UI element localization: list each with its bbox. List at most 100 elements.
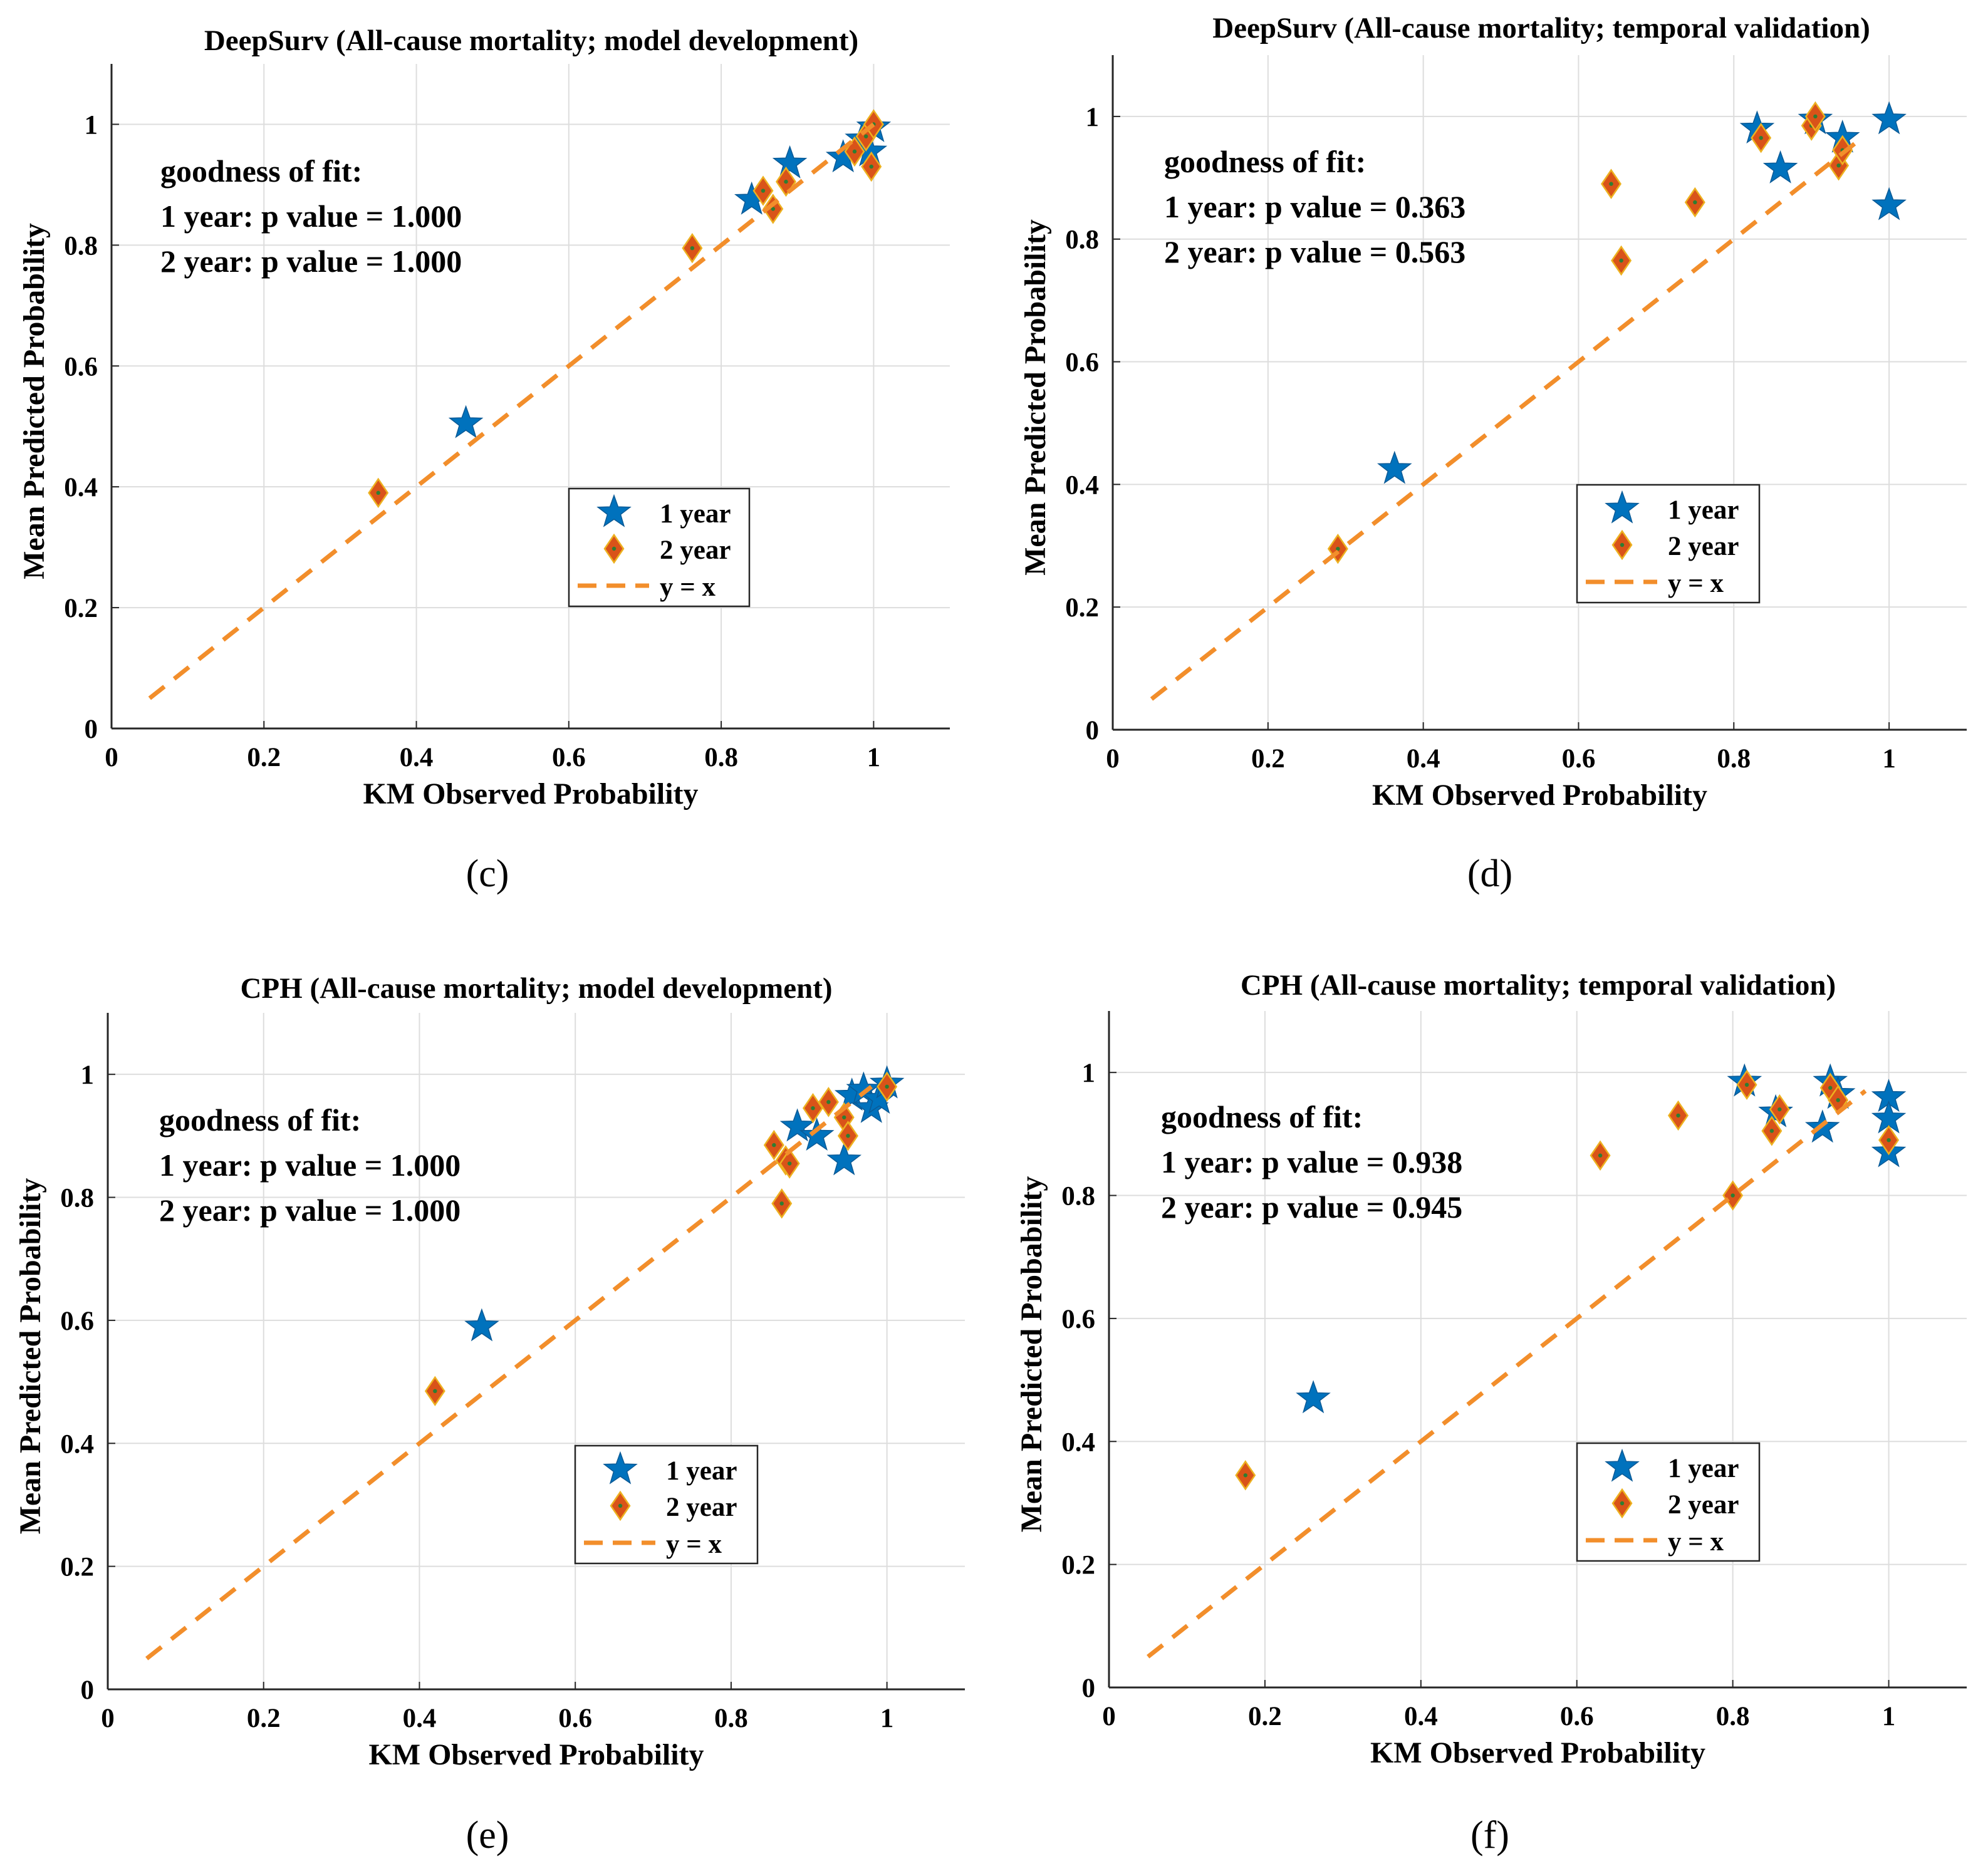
data-point-2-year-diamond (1590, 1140, 1611, 1171)
data-point-2-year-diamond-center-dot (846, 1134, 850, 1138)
data-point-2-year-diamond-center-dot (1693, 200, 1697, 205)
data-point-1-year-star (1871, 101, 1907, 135)
x-tick-label: 0.4 (403, 1704, 437, 1733)
data-point-2-year-diamond-center-dot (852, 149, 857, 154)
x-tick-label: 0.8 (1716, 1702, 1750, 1731)
chart-title: CPH (All-cause mortality; temporal valid… (1241, 969, 1836, 1002)
x-axis-label: KM Observed Probability (363, 777, 698, 811)
panel-d: 0 0.2 0.4 0.6 0.8 1 0 0.2 0.4 0.6 0.8 1 DeepSurv (Al… (1019, 12, 1967, 895)
legend-entry: 2 year (1668, 532, 1739, 561)
legend-entry: 1 year (666, 1456, 737, 1486)
data-point-2-year-diamond-center-dot (433, 1389, 437, 1394)
data-point-2-year-diamond (1878, 1124, 1900, 1156)
data-point-1-year-star (448, 405, 484, 438)
data-point-2-year-diamond-center-dot (787, 1161, 792, 1166)
data-point-2-year-diamond-center-dot (1619, 258, 1623, 263)
x-tick-label: 0.4 (1404, 1702, 1438, 1731)
y-tick-label: 0.4 (1061, 1428, 1095, 1457)
data-point-2-year-diamond-center-dot (811, 1106, 815, 1111)
y-tick-label: 0 (1086, 716, 1100, 745)
data-point-2-year-diamond-center-dot (1836, 1098, 1840, 1102)
data-point-2-year-diamond-center-dot (1336, 546, 1340, 551)
data-point-2-year-diamond-center-dot (1828, 1086, 1833, 1090)
y-axis-label: Mean Predicted Probability (1015, 1176, 1048, 1533)
y-tick-label: 1 (81, 1060, 95, 1090)
y-tick-label: 1 (1086, 103, 1100, 132)
data-point-2-year-diamond (1804, 101, 1826, 132)
series-2-year (1327, 101, 1853, 564)
data-point-1-year-star (772, 145, 808, 179)
data-point-2-year-diamond-center-dot (869, 164, 873, 169)
data-point-1-year-star (779, 1108, 815, 1142)
y-tick-label: 0.6 (60, 1307, 94, 1336)
data-point-2-year-diamond-center-dot (771, 207, 776, 211)
legend-diamond-marker-center-dot (618, 1503, 623, 1508)
series-1-year (1296, 1063, 1907, 1414)
identity-line-y-equals-x (145, 1085, 873, 1661)
data-point-2-year-diamond-center-dot (1609, 182, 1613, 186)
data-point-2-year-diamond (1235, 1460, 1256, 1491)
data-point-2-year-diamond-center-dot (864, 134, 868, 138)
x-tick-label: 1 (1882, 1702, 1896, 1731)
y-axis-label: Mean Predicted Probability (18, 223, 51, 579)
legend-star-marker (596, 494, 632, 527)
x-tick-label: 0.6 (558, 1704, 592, 1733)
legend-entry: 1 year (660, 499, 731, 529)
data-point-2-year-diamond-center-dot (376, 490, 380, 495)
series-1-year (1377, 101, 1907, 484)
y-tick-label: 0.6 (64, 352, 98, 381)
data-point-2-year-diamond-center-dot (1836, 163, 1841, 168)
x-tick-label: 0.2 (247, 743, 281, 772)
data-point-2-year-diamond-center-dot (885, 1084, 889, 1089)
data-point-2-year-diamond (424, 1376, 445, 1407)
legend: 1 year 2 year y = x (1576, 484, 1761, 604)
panel-c: 0 0.2 0.4 0.6 0.8 1 0 0.2 0.4 0.6 0.8 1 DeepSurv (Al… (18, 24, 950, 895)
data-point-1-year-star (1871, 187, 1907, 220)
goodness-of-fit-line: goodness of fit: (159, 1102, 361, 1138)
data-point-2-year-diamond-center-dot (1243, 1473, 1247, 1478)
data-point-2-year-diamond (863, 109, 884, 140)
legend-entry: y = x (1668, 1527, 1724, 1557)
legend: 1 year 2 year y = x (1576, 1442, 1761, 1562)
data-point-2-year-diamond-center-dot (1744, 1082, 1749, 1087)
legend: 1 year 2 year y = x (568, 487, 751, 608)
goodness-of-fit-line: goodness of fit: (1161, 1099, 1363, 1134)
legend-entry: y = x (660, 573, 716, 602)
y-tick-label: 0 (85, 715, 98, 744)
y-tick-label: 0.6 (1065, 348, 1099, 378)
legend-diamond-marker-center-dot (1620, 542, 1625, 547)
data-point-1-year-star (464, 1308, 499, 1342)
x-tick-label: 0 (1106, 744, 1120, 774)
y-tick-label: 0.4 (64, 473, 98, 502)
data-point-1-year-star (826, 1142, 862, 1176)
y-axis-label: Mean Predicted Probability (1019, 219, 1052, 576)
chart-title: DeepSurv (All-cause mortality; model dev… (204, 24, 858, 57)
data-point-2-year-diamond-center-dot (1759, 135, 1763, 140)
legend-star-marker (1605, 490, 1640, 524)
data-point-2-year-diamond (861, 151, 882, 182)
data-point-1-year-star (799, 1117, 835, 1151)
x-tick-label: 0.2 (247, 1704, 281, 1733)
y-tick-label: 0.2 (1065, 593, 1099, 623)
x-tick-label: 0.4 (1407, 744, 1440, 774)
x-tick-label: 0.6 (1560, 1702, 1594, 1731)
x-tick-label: 0 (105, 743, 118, 772)
data-point-2-year-diamond-center-dot (1887, 1138, 1891, 1143)
x-tick-label: 1 (1882, 744, 1896, 774)
panel-caption: (d) (1467, 852, 1512, 895)
data-point-2-year-diamond (818, 1087, 839, 1117)
x-tick-label: 0 (101, 1704, 115, 1733)
data-point-2-year-diamond-center-dot (784, 179, 788, 184)
y-tick-label: 0.2 (1061, 1551, 1095, 1580)
goodness-of-fit-line: 2 year: p value = 1.000 (159, 1193, 461, 1228)
x-tick-label: 0.8 (704, 743, 738, 772)
x-tick-label: 0.2 (1251, 744, 1285, 774)
legend: 1 year 2 year y = x (574, 1444, 759, 1565)
data-point-2-year-diamond-center-dot (772, 1143, 776, 1148)
x-tick-label: 0.6 (1562, 744, 1596, 774)
y-tick-label: 0.8 (1061, 1182, 1095, 1211)
data-point-2-year-diamond-center-dot (842, 1115, 846, 1120)
x-tick-label: 0.4 (400, 743, 434, 772)
data-point-2-year-diamond-center-dot (1778, 1107, 1782, 1112)
data-point-2-year-diamond-center-dot (826, 1100, 831, 1104)
